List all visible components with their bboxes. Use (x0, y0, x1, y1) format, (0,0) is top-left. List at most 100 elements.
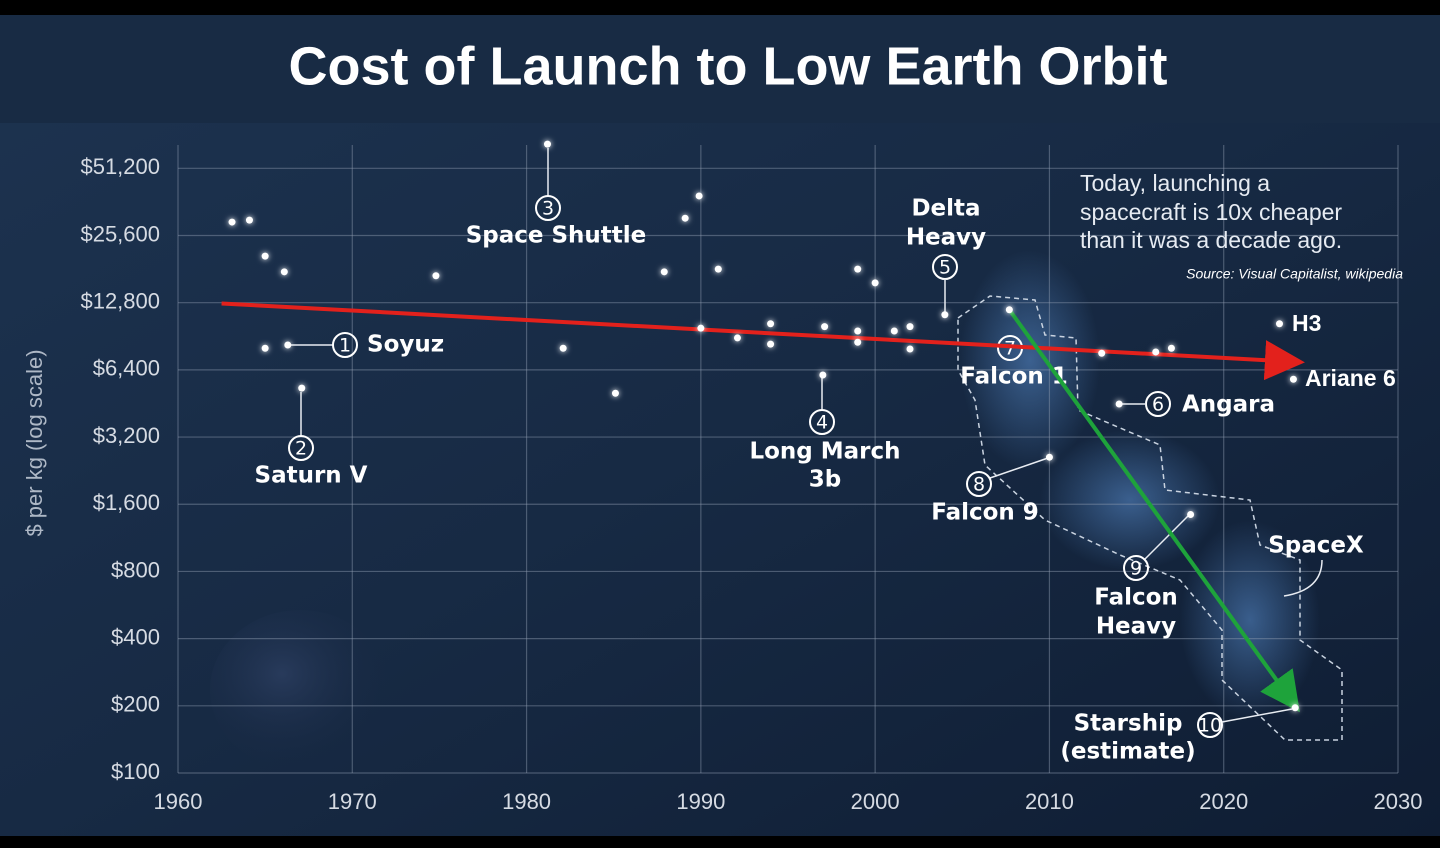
point (261, 344, 269, 352)
annotation: Starship (1074, 711, 1183, 737)
points (228, 140, 1299, 712)
point (432, 272, 440, 280)
point (854, 327, 862, 335)
point (228, 218, 236, 226)
leader-line (1283, 559, 1323, 597)
point (819, 371, 827, 379)
point (906, 323, 914, 331)
trend-lines (221, 301, 1305, 713)
annotation: Falcon (1094, 585, 1178, 611)
point (854, 338, 862, 346)
marker-number: 8 (973, 474, 985, 496)
y-tick-label: $6,400 (93, 356, 160, 381)
y-tick-label: $51,200 (80, 154, 160, 179)
annotation: H3 (1292, 310, 1321, 336)
annotation: Angara (1182, 392, 1275, 418)
marker-number: 10 (1198, 715, 1222, 737)
spacex-region (957, 295, 1343, 741)
marker-number: 6 (1152, 394, 1164, 416)
grid: $100 $200 $400 $800 $1,600 $3,200 $6,400 $12,80… (80, 145, 1422, 814)
point (1187, 510, 1195, 518)
annotation: Long March (749, 439, 900, 465)
point (284, 341, 292, 349)
point (890, 327, 898, 335)
marker-number: 2 (295, 438, 307, 460)
marker-ring (1197, 712, 1223, 738)
point (660, 268, 668, 276)
x-tick-label: 1980 (502, 789, 551, 814)
decoration (1040, 430, 1220, 570)
point (767, 320, 775, 328)
x-tick-label: 1990 (676, 789, 725, 814)
annotation: SpaceX (1268, 533, 1364, 559)
point (1152, 348, 1160, 356)
y-tick-label: $1,600 (93, 490, 160, 515)
decoration (210, 610, 390, 770)
point (767, 340, 775, 348)
point (871, 279, 879, 287)
point (611, 389, 619, 397)
y-tick-label: $400 (111, 624, 160, 649)
point (681, 214, 689, 222)
annotation: Saturn V (255, 463, 368, 489)
annotation: Falcon 9 (931, 500, 1039, 526)
y-tick-label: $100 (111, 759, 160, 784)
point (854, 265, 862, 273)
annotation: Space Shuttle (466, 223, 647, 249)
point (559, 344, 567, 352)
point (1275, 320, 1283, 328)
note: than it was a decade ago. (1080, 227, 1342, 253)
chart-title: Cost of Launch to Low Earth Orbit (289, 36, 1168, 96)
point (697, 324, 705, 332)
point (1289, 375, 1297, 383)
marker-number: 1 (339, 335, 351, 357)
x-tick-label: 2010 (1025, 789, 1074, 814)
point (906, 345, 914, 353)
annotation: Delta (911, 196, 980, 222)
point (543, 140, 551, 148)
y-axis-label: $ per kg (log scale) (22, 349, 47, 536)
x-tick-label: 1960 (154, 789, 203, 814)
trend-line (1007, 308, 1300, 713)
x-tick-label: 2030 (1374, 789, 1423, 814)
annotation: Ariane 6 (1305, 365, 1396, 391)
point (261, 252, 269, 260)
point (941, 311, 949, 319)
marker-ring (332, 332, 358, 358)
x-tick-label: 2000 (851, 789, 900, 814)
source: Source: Visual Capitalist, wikipedia (1186, 266, 1403, 282)
marker-ring (1123, 555, 1149, 581)
point (1291, 704, 1299, 712)
point (821, 323, 829, 331)
annotation: (estimate) (1060, 739, 1195, 765)
marker-ring (809, 409, 835, 435)
x-tick-label: 2020 (1199, 789, 1248, 814)
annotation: Soyuz (367, 332, 444, 358)
point (1005, 306, 1013, 314)
point (245, 216, 253, 224)
point (733, 334, 741, 342)
marker-number: 3 (542, 198, 554, 220)
annotation: 3b (809, 467, 841, 493)
point (714, 265, 722, 273)
decoration (960, 250, 1100, 470)
y-tick-label: $3,200 (93, 423, 160, 448)
y-tick-label: $12,800 (80, 289, 160, 314)
note: spacecraft is 10x cheaper (1080, 199, 1342, 225)
point (695, 192, 703, 200)
point (1098, 349, 1106, 357)
trend-line (221, 301, 1305, 381)
leader-line (1144, 515, 1189, 560)
point (280, 268, 288, 276)
annotation: Heavy (1096, 614, 1176, 640)
y-tick-label: $200 (111, 692, 160, 717)
annotation: Heavy (906, 225, 986, 251)
marker-ring (535, 195, 561, 221)
x-tick-label: 1970 (328, 789, 377, 814)
marker-number: 5 (939, 257, 951, 279)
point (298, 384, 306, 392)
point (1115, 400, 1123, 408)
leader-line (989, 457, 1049, 479)
point (1045, 453, 1053, 461)
